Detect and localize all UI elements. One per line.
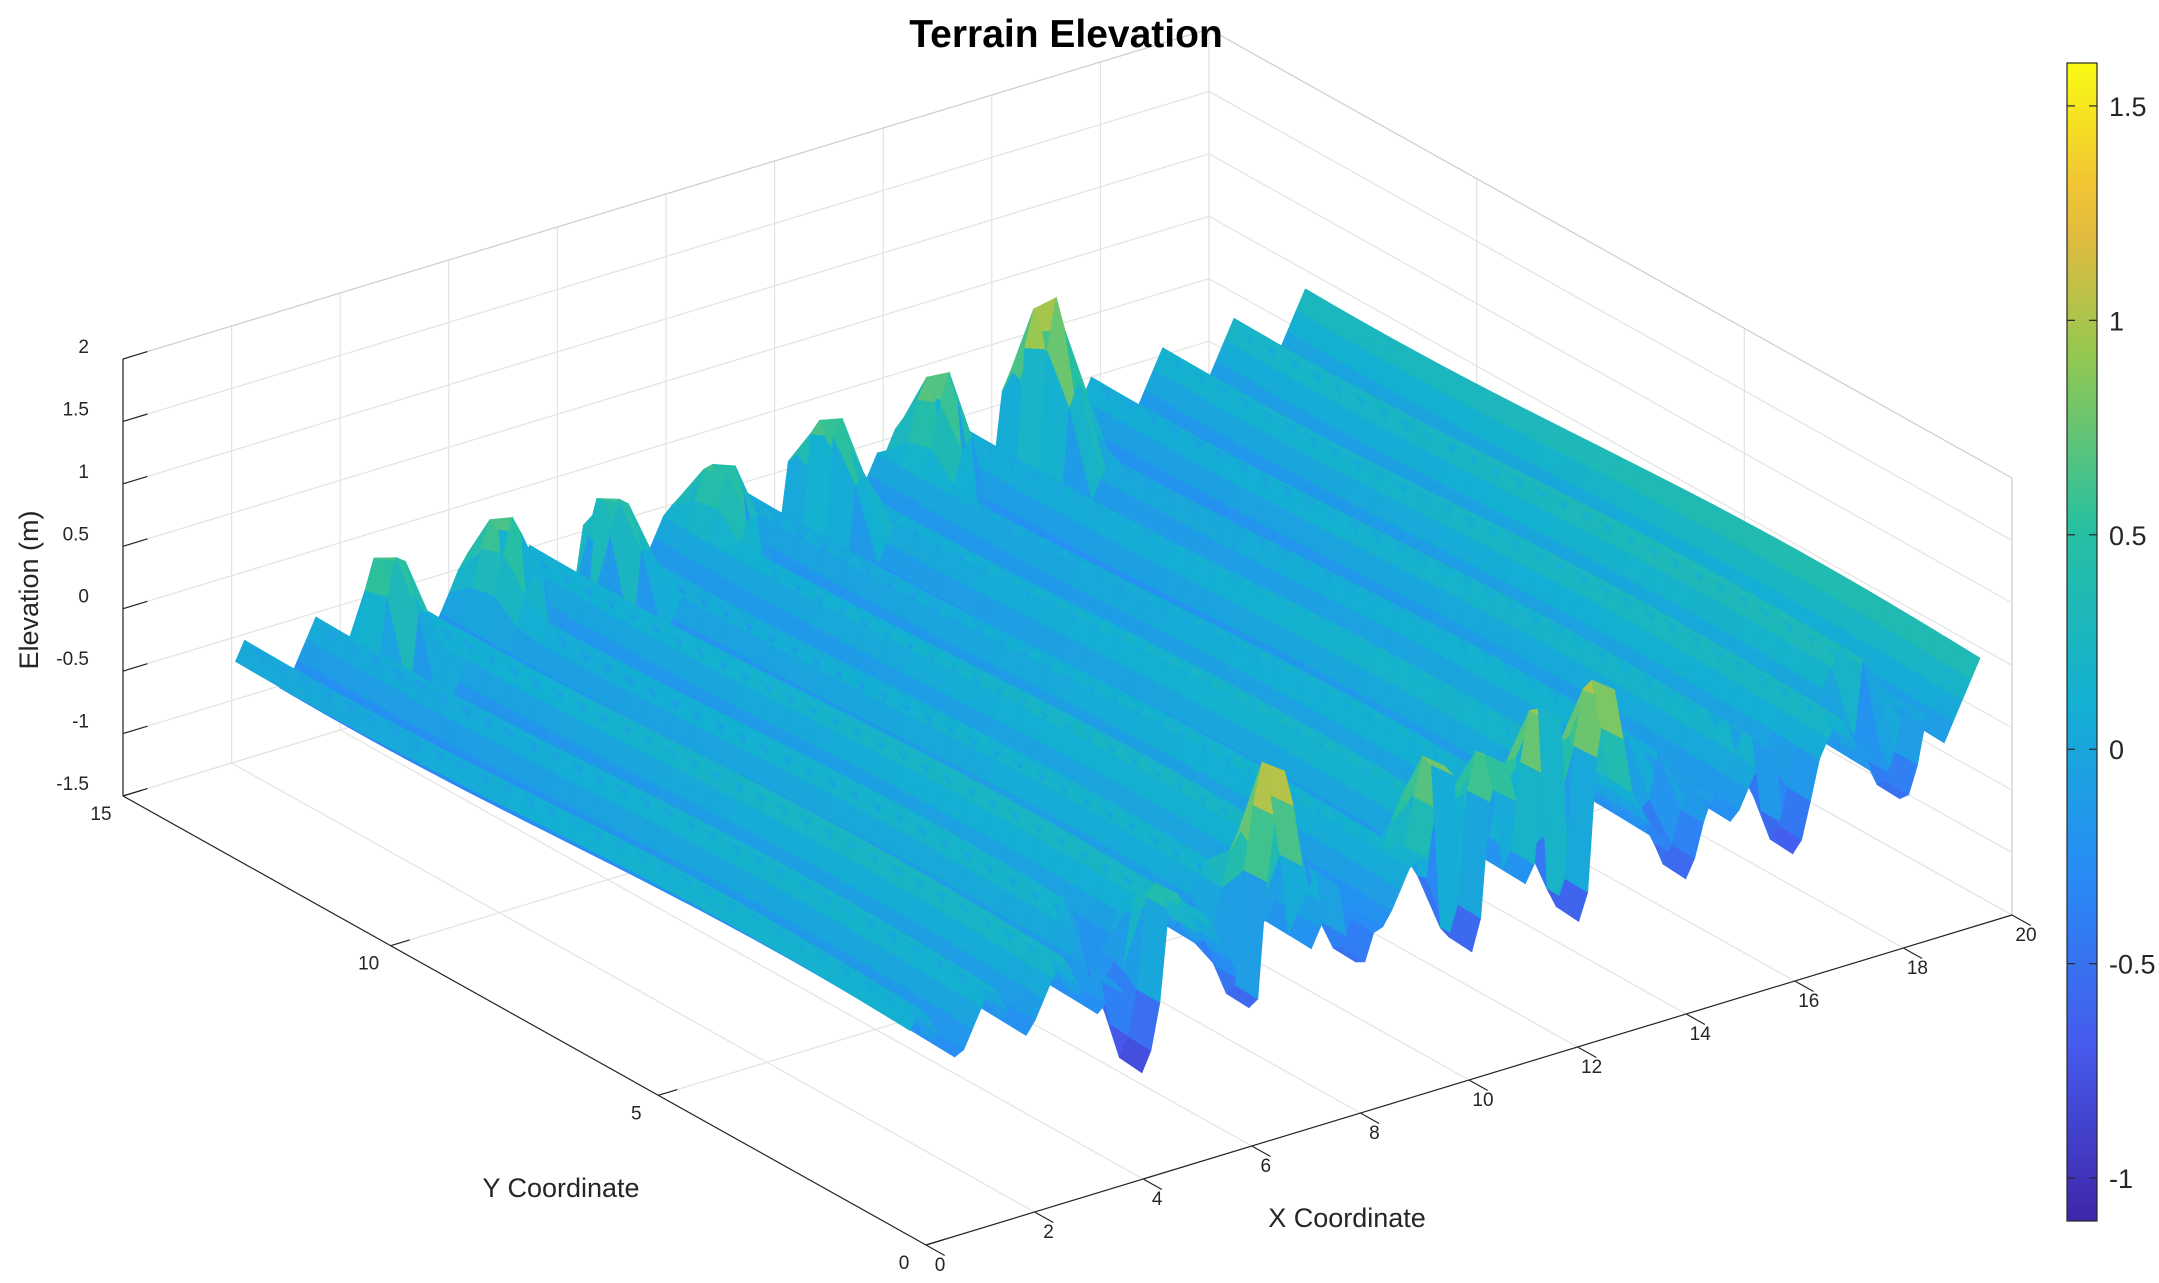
z-tick xyxy=(122,475,148,485)
z-tick-label: -1.5 xyxy=(56,774,89,795)
x-tick xyxy=(1577,1046,1597,1059)
z-tick-label: 2 xyxy=(78,337,89,358)
z-axis-label: Elevation (m) xyxy=(14,510,44,669)
colorbar-tick-label: 1.5 xyxy=(2109,92,2147,122)
z-tick xyxy=(122,351,148,360)
y-tick-label: 0 xyxy=(899,1253,910,1274)
box-edge xyxy=(1208,28,2013,479)
grid-line xyxy=(1208,153,2013,604)
x-tick xyxy=(1360,1112,1380,1125)
colorbar-tick-label: 0 xyxy=(2109,735,2124,765)
grid-line xyxy=(122,90,1210,423)
colorbar-tick-label: 1 xyxy=(2109,306,2124,336)
z-tick-label: -1 xyxy=(72,712,89,733)
x-tick-label: 2 xyxy=(1043,1222,1054,1243)
y-tick xyxy=(658,1088,678,1096)
y-tick-label: 15 xyxy=(90,804,111,825)
x-tick-label: 18 xyxy=(1907,958,1928,979)
x-tick xyxy=(2011,914,2032,927)
x-tick-label: 6 xyxy=(1261,1156,1272,1177)
y-tick xyxy=(390,939,410,947)
x-tick-label: 16 xyxy=(1798,991,1819,1012)
y-axis-label: Y Coordinate xyxy=(482,1173,639,1203)
x-tick-label: 20 xyxy=(2015,925,2036,946)
grid-line xyxy=(339,729,1144,1180)
x-tick xyxy=(1685,1013,1706,1026)
x-tick-label: 4 xyxy=(1152,1189,1163,1210)
x-tick-label: 14 xyxy=(1690,1024,1712,1045)
x-tick xyxy=(1251,1145,1271,1158)
colorbar: -1 -0.5 0 0.5 1 1.5 xyxy=(2066,62,2156,1222)
x-tick-label: 12 xyxy=(1581,1057,1602,1078)
z-tick-label: -0.5 xyxy=(56,649,89,670)
z-tick xyxy=(122,725,148,735)
z-tick-label: 1.5 xyxy=(63,399,89,420)
y-tick-label: 5 xyxy=(631,1103,642,1124)
x-tick xyxy=(925,1244,946,1257)
z-tick xyxy=(122,788,148,797)
z-tick xyxy=(122,663,148,672)
x-tick-label: 0 xyxy=(935,1255,946,1276)
colorbar-tick-label: 0.5 xyxy=(2109,521,2147,551)
colorbar-tick-label: -1 xyxy=(2109,1164,2133,1194)
x-tick xyxy=(1903,947,1923,960)
x-tick-label: 8 xyxy=(1369,1123,1380,1144)
grid-line xyxy=(1208,215,2013,666)
z-tick xyxy=(122,600,148,610)
chart-title: Terrain Elevation xyxy=(909,13,1223,56)
grid-line xyxy=(1208,90,2013,541)
z-tick-label: 1 xyxy=(78,462,89,483)
z-tick-label: 0.5 xyxy=(63,524,89,545)
z-tick xyxy=(122,413,148,423)
box-edge xyxy=(122,28,1210,360)
y-tick-label: 10 xyxy=(358,954,379,975)
x-tick xyxy=(1034,1211,1054,1224)
colorbar-bar xyxy=(2066,62,2098,1222)
grid-line xyxy=(231,762,1035,1213)
y-tick xyxy=(925,1238,946,1246)
terrain-surface xyxy=(235,288,1981,1074)
z-tick-label: 0 xyxy=(78,587,89,608)
colorbar-tick-label: -0.5 xyxy=(2109,950,2156,980)
x-axis-label: X Coordinate xyxy=(1268,1203,1426,1233)
x-tick xyxy=(1794,980,1814,993)
grid-line xyxy=(122,215,1210,547)
x-tick-label: 10 xyxy=(1472,1090,1493,1111)
grid-line xyxy=(122,153,1210,485)
x-tick xyxy=(1468,1079,1489,1092)
z-tick xyxy=(122,538,148,547)
x-tick xyxy=(1142,1178,1163,1191)
